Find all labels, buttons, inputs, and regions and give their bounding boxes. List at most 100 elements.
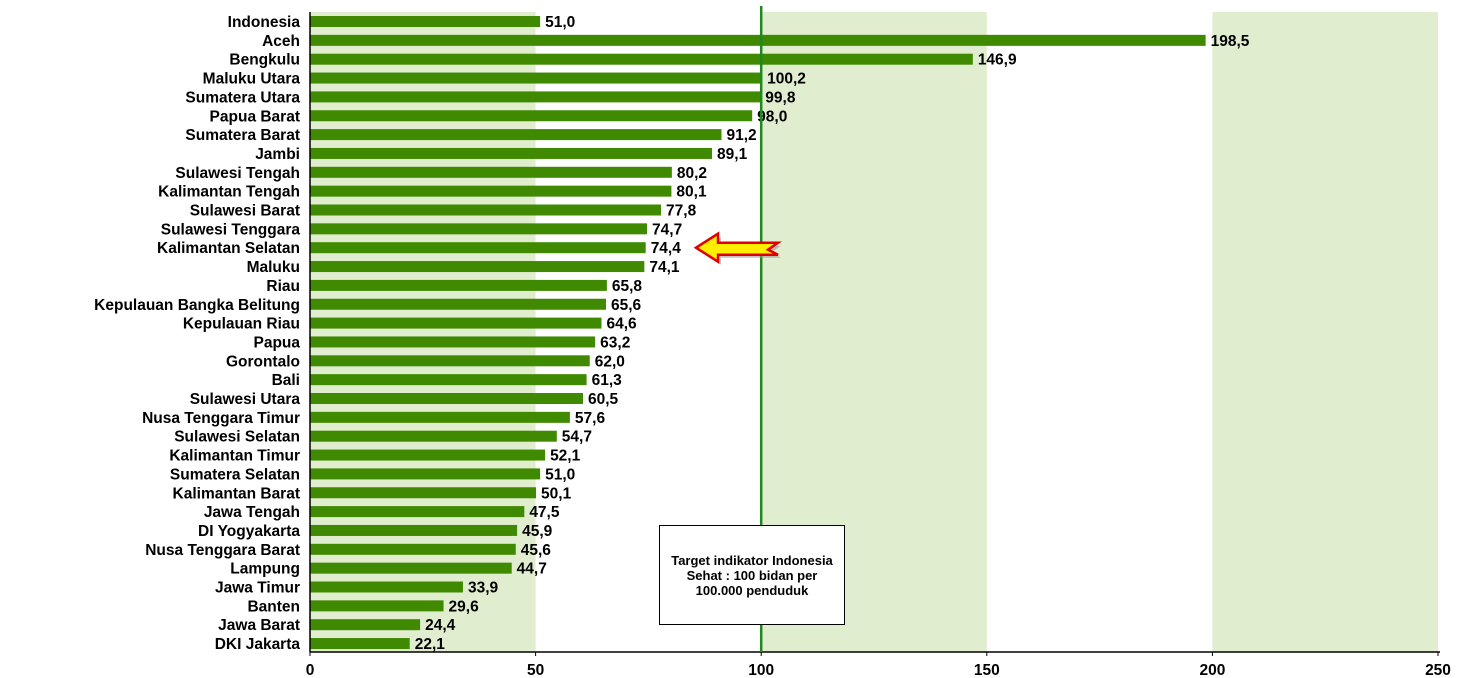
highlight-arrow (693, 231, 782, 264)
category-label: Bengkulu (229, 52, 300, 69)
value-label: 61,3 (592, 372, 623, 389)
bar (310, 223, 648, 235)
category-label: Aceh (262, 33, 300, 50)
category-label: Papua Barat (210, 108, 300, 125)
value-label: 54,7 (562, 429, 592, 446)
category-label: Kalimantan Timur (169, 448, 300, 465)
category-label: Jawa Timur (215, 580, 300, 597)
value-label: 45,9 (522, 523, 553, 540)
category-label: Maluku Utara (203, 71, 301, 88)
target-annotation-box: Target indikator Indonesia Sehat : 100 b… (659, 525, 845, 625)
x-tick-label: 250 (1425, 662, 1451, 678)
background-band (1212, 12, 1438, 652)
bar (310, 336, 596, 348)
x-tick-label: 200 (1199, 662, 1225, 678)
category-label: Riau (266, 278, 300, 295)
bar (310, 298, 606, 310)
value-label: 91,2 (726, 127, 756, 144)
category-label: Papua (253, 334, 300, 351)
category-label: Lampung (230, 561, 300, 578)
bar (310, 487, 537, 499)
value-label: 89,1 (717, 146, 748, 163)
value-label: 99,8 (765, 89, 796, 106)
category-label: Indonesia (228, 14, 301, 31)
x-tick-label: 0 (306, 662, 315, 678)
bar (310, 468, 541, 480)
bar (310, 543, 516, 555)
target-annotation-text: Target indikator Indonesia Sehat : 100 b… (671, 552, 833, 598)
category-label: Kalimantan Selatan (157, 240, 300, 257)
category-label: Sulawesi Utara (190, 391, 301, 408)
category-label: Nusa Tenggara Timur (142, 410, 300, 427)
bar (310, 430, 557, 442)
bar (310, 524, 518, 536)
value-label: 29,6 (449, 598, 480, 615)
bar (310, 91, 761, 103)
bar (310, 600, 444, 612)
value-label: 65,6 (611, 297, 642, 314)
x-tick-label: 50 (527, 662, 544, 678)
bar (310, 110, 753, 122)
category-label: Bali (272, 372, 300, 389)
category-label: Sumatera Selatan (170, 466, 300, 483)
value-label: 74,1 (649, 259, 680, 276)
category-label: Sumatera Utara (185, 89, 300, 106)
value-label: 100,2 (767, 71, 806, 88)
category-label: Sulawesi Barat (190, 203, 300, 220)
bar (310, 204, 662, 216)
value-label: 74,7 (652, 221, 682, 238)
bar (310, 449, 546, 461)
bar (310, 72, 763, 84)
bar (310, 166, 672, 178)
category-label: Sumatera Barat (185, 127, 300, 144)
category-label: Sulawesi Tenggara (161, 221, 301, 238)
category-label: DI Yogyakarta (198, 523, 300, 540)
category-label: Gorontalo (226, 353, 300, 370)
value-label: 51,0 (545, 14, 575, 31)
category-label: Kalimantan Barat (173, 485, 300, 502)
value-label: 57,6 (575, 410, 606, 427)
category-label: Jawa Barat (218, 617, 300, 634)
value-label: 80,1 (676, 184, 707, 201)
value-label: 51,0 (545, 466, 575, 483)
bar (310, 506, 525, 518)
category-label: Kalimantan Tengah (158, 184, 300, 201)
value-label: 44,7 (517, 561, 547, 578)
value-label: 198,5 (1211, 33, 1250, 50)
bar (310, 279, 607, 291)
bar (310, 374, 587, 386)
x-tick-label: 150 (974, 662, 1000, 678)
value-label: 22,1 (415, 636, 446, 653)
category-label: Maluku (247, 259, 300, 276)
value-label: 74,4 (651, 240, 682, 257)
category-label: Jawa Tengah (204, 504, 300, 521)
category-label: Sulawesi Tengah (175, 165, 300, 182)
x-tick-label: 100 (748, 662, 774, 678)
category-label: Banten (247, 598, 300, 615)
category-label: Kepulauan Riau (183, 316, 300, 333)
bar (310, 53, 973, 65)
bar (310, 619, 421, 631)
value-label: 62,0 (595, 353, 625, 370)
bar (310, 393, 583, 404)
bar (310, 242, 646, 254)
category-label: Kepulauan Bangka Belitung (94, 297, 300, 314)
value-label: 65,8 (612, 278, 643, 295)
value-label: 60,5 (588, 391, 619, 408)
bar (310, 185, 672, 197)
bar (310, 581, 463, 593)
bar (310, 34, 1206, 46)
category-label: Jambi (255, 146, 300, 163)
value-label: 63,2 (600, 334, 630, 351)
value-label: 50,1 (541, 485, 572, 502)
category-label: Sulawesi Selatan (174, 429, 300, 446)
value-label: 24,4 (425, 617, 456, 634)
value-label: 33,9 (468, 580, 499, 597)
bar (310, 261, 645, 273)
value-label: 80,2 (677, 165, 707, 182)
bar (310, 638, 410, 650)
value-label: 45,6 (521, 542, 552, 559)
value-label: 98,0 (757, 108, 787, 125)
value-label: 64,6 (606, 316, 637, 333)
